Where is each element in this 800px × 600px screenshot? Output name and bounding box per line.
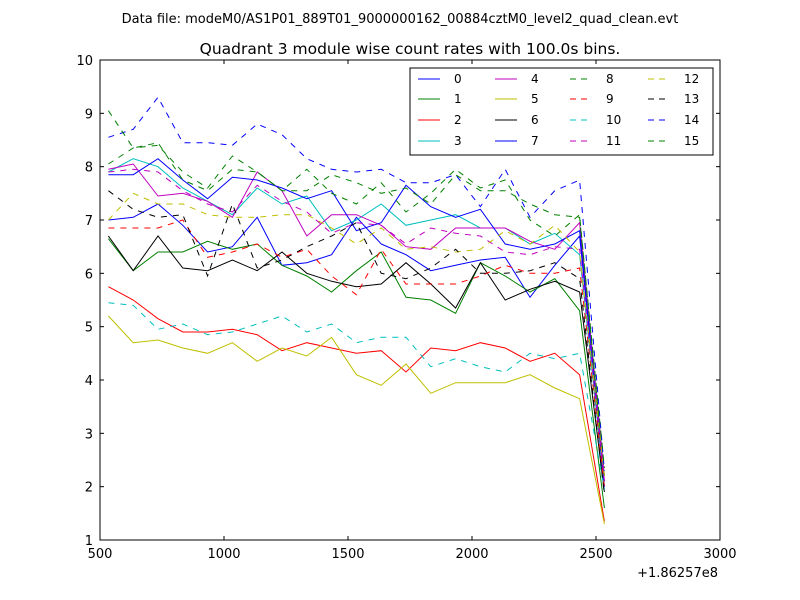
series-line-1 bbox=[108, 238, 605, 509]
legend-label-13: 13 bbox=[684, 92, 699, 106]
x-offset-label: +1.86257e8 bbox=[637, 566, 718, 581]
legend-label-0: 0 bbox=[454, 72, 462, 86]
y-tick-label: 8 bbox=[85, 161, 93, 176]
x-tick-label: 500 bbox=[88, 547, 113, 562]
x-tick-label: 1000 bbox=[207, 547, 240, 562]
y-tick-label: 1 bbox=[85, 534, 93, 549]
series-line-3 bbox=[108, 158, 605, 487]
chart-title: Quadrant 3 module wise count rates with … bbox=[200, 40, 621, 58]
legend-label-11: 11 bbox=[606, 134, 621, 148]
suptitle: Data file: modeM0/AS1P01_889T01_90000001… bbox=[122, 12, 679, 27]
y-tick-label: 7 bbox=[85, 214, 93, 229]
legend-label-7: 7 bbox=[531, 134, 539, 148]
legend-label-8: 8 bbox=[606, 72, 614, 86]
legend-label-1: 1 bbox=[454, 92, 462, 106]
x-tick-label: 1500 bbox=[331, 547, 364, 562]
y-tick-label: 10 bbox=[76, 54, 93, 69]
series-line-13 bbox=[108, 190, 605, 495]
y-tick-label: 6 bbox=[85, 267, 93, 282]
y-tick-label: 4 bbox=[85, 374, 93, 389]
legend-label-3: 3 bbox=[454, 134, 462, 148]
legend-label-4: 4 bbox=[531, 72, 539, 86]
plot-frame bbox=[99, 59, 721, 541]
series-line-4 bbox=[108, 163, 605, 477]
series-line-12 bbox=[108, 192, 605, 477]
x-tick-label: 2000 bbox=[455, 547, 488, 562]
legend-label-5: 5 bbox=[531, 92, 539, 106]
series-line-2 bbox=[108, 286, 605, 522]
series-line-9 bbox=[108, 219, 605, 487]
series-line-8 bbox=[108, 144, 605, 477]
legend-label-2: 2 bbox=[454, 113, 462, 127]
x-tick-label: 3000 bbox=[703, 547, 736, 562]
series-line-14 bbox=[108, 96, 605, 471]
legend-label-6: 6 bbox=[531, 113, 539, 127]
series-line-15 bbox=[107, 110, 605, 469]
series-line-5 bbox=[108, 315, 605, 525]
series-line-6 bbox=[107, 235, 605, 493]
series-layer bbox=[107, 96, 605, 525]
y-tick-label: 9 bbox=[85, 107, 93, 122]
legend-label-14: 14 bbox=[684, 113, 699, 127]
legend-label-9: 9 bbox=[606, 92, 614, 106]
y-tick-label: 5 bbox=[85, 321, 93, 336]
legend-label-12: 12 bbox=[684, 72, 699, 86]
series-line-11 bbox=[108, 168, 605, 482]
y-tick-label: 3 bbox=[85, 427, 93, 442]
x-tick-label: 2500 bbox=[579, 547, 612, 562]
legend-label-15: 15 bbox=[684, 134, 699, 148]
y-tick-label: 2 bbox=[85, 481, 93, 496]
series-line-7 bbox=[108, 158, 605, 487]
legend-label-10: 10 bbox=[606, 113, 621, 127]
series-line-0 bbox=[108, 203, 605, 482]
